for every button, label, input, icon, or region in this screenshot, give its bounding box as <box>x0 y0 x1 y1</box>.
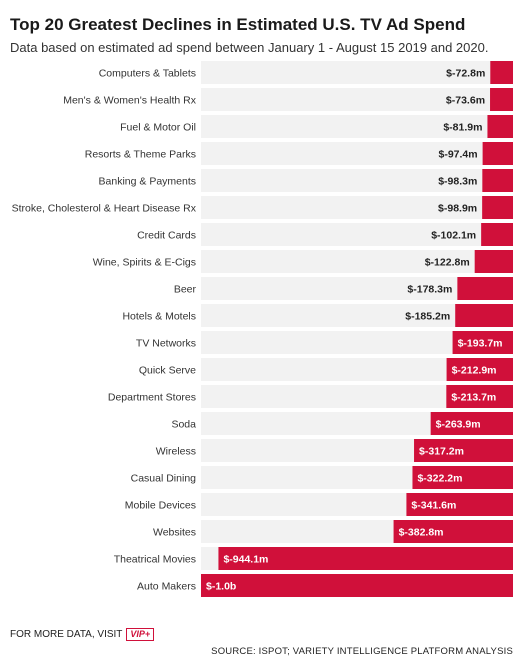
category-label: Banking & Payments <box>99 176 196 188</box>
bar <box>457 277 513 300</box>
category-label: Fuel & Motor Oil <box>120 122 196 134</box>
bar <box>414 439 513 462</box>
category-label: Theatrical Movies <box>114 554 196 566</box>
bar <box>490 88 513 111</box>
bar <box>482 142 513 165</box>
value-label: $-213.7m <box>451 392 496 404</box>
category-label: TV Networks <box>136 338 196 350</box>
bar-track <box>201 61 513 84</box>
value-label: $-322.2m <box>417 473 462 485</box>
value-label: $-102.1m <box>431 230 476 242</box>
bar <box>218 547 513 570</box>
bar-chart: Computers & Tablets $-72.8m Men's & Women'… <box>12 61 513 597</box>
value-label: $-98.3m <box>438 176 477 188</box>
bar-track <box>201 142 513 165</box>
bar-track <box>201 169 513 192</box>
category-label: Quick Serve <box>139 365 196 377</box>
value-label: $-944.1m <box>223 554 268 566</box>
bar-track <box>201 385 513 408</box>
category-label: Credit Cards <box>137 230 196 242</box>
bar <box>393 520 513 543</box>
bar <box>452 331 513 354</box>
bar <box>455 304 513 327</box>
value-label: $-1.0b <box>206 581 236 593</box>
category-label: Auto Makers <box>137 581 196 593</box>
value-label: $-97.4m <box>439 149 478 161</box>
value-label: $-178.3m <box>407 284 452 296</box>
chart-title: Top 20 Greatest Declines in Estimated U.… <box>10 15 466 34</box>
value-label: $-122.8m <box>425 257 470 269</box>
value-label: $-193.7m <box>458 338 503 350</box>
category-label: Casual Dining <box>131 473 197 485</box>
category-label: Wireless <box>156 446 196 458</box>
value-label: $-341.6m <box>411 500 456 512</box>
bar <box>481 223 513 246</box>
value-label: $-212.9m <box>452 365 497 377</box>
bar <box>446 358 513 381</box>
bar <box>446 385 513 408</box>
category-label: Hotels & Motels <box>122 311 196 323</box>
bar <box>430 412 513 435</box>
bar-track <box>201 223 513 246</box>
category-label: Websites <box>153 527 196 539</box>
bar <box>487 115 513 138</box>
vip-logo[interactable]: VIP+ <box>126 628 155 641</box>
category-label: Soda <box>171 419 196 431</box>
chart-subtitle: Data based on estimated ad spend between… <box>10 40 489 55</box>
bar <box>474 250 513 273</box>
bar <box>412 466 513 489</box>
bar <box>201 574 513 597</box>
value-label: $-317.2m <box>419 446 464 458</box>
source-note: SOURCE: ISPOT; VARIETY INTELLIGENCE PLAT… <box>211 646 513 657</box>
bar-track <box>201 277 513 300</box>
category-label: Department Stores <box>108 392 196 404</box>
category-label: Mobile Devices <box>125 500 196 512</box>
value-label: $-98.9m <box>438 203 477 215</box>
category-label: Stroke, Cholesterol & Heart Disease Rx <box>12 203 197 215</box>
category-label: Computers & Tablets <box>99 68 196 80</box>
bar <box>482 169 513 192</box>
bar-track <box>201 250 513 273</box>
value-label: $-382.8m <box>399 527 444 539</box>
value-label: $-73.6m <box>446 95 485 107</box>
category-label: Wine, Spirits & E-Cigs <box>93 257 196 269</box>
bar-track <box>201 88 513 111</box>
bar <box>490 61 513 84</box>
value-label: $-81.9m <box>443 122 482 134</box>
category-label: Men's & Women's Health Rx <box>63 95 197 107</box>
more-data-line: FOR MORE DATA, VISIT VIP+ <box>10 628 155 641</box>
bar-track <box>201 304 513 327</box>
value-label: $-72.8m <box>446 68 485 80</box>
value-label: $-185.2m <box>405 311 450 323</box>
category-label: Beer <box>174 284 197 296</box>
category-label: Resorts & Theme Parks <box>85 149 196 161</box>
bar-track <box>201 358 513 381</box>
bar-track <box>201 331 513 354</box>
bar <box>482 196 513 219</box>
bar-track <box>201 196 513 219</box>
bar <box>406 493 513 516</box>
more-data-text: FOR MORE DATA, VISIT <box>10 629 123 640</box>
bar-track <box>201 115 513 138</box>
value-label: $-263.9m <box>436 419 481 431</box>
